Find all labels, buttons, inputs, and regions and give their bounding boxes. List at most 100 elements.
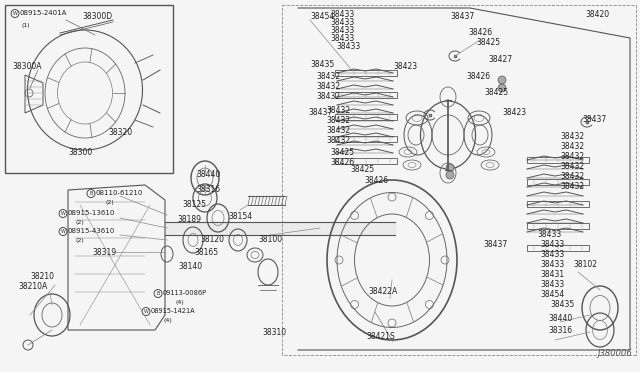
Text: 08915-2401A: 08915-2401A — [20, 10, 67, 16]
Text: 38432: 38432 — [560, 162, 584, 171]
Circle shape — [446, 164, 454, 172]
Text: 08110-61210: 08110-61210 — [96, 190, 143, 196]
Text: 38454: 38454 — [310, 12, 334, 21]
Bar — [527, 157, 589, 163]
Text: B: B — [156, 291, 160, 296]
Text: 38432: 38432 — [326, 106, 350, 115]
Text: 38432: 38432 — [326, 126, 350, 135]
Text: 38210A: 38210A — [18, 282, 47, 291]
Text: 38433: 38433 — [537, 230, 561, 239]
Text: 38426: 38426 — [364, 176, 388, 185]
Bar — [527, 201, 589, 207]
Text: W: W — [143, 309, 148, 314]
Text: 38432: 38432 — [560, 152, 584, 161]
Text: 38454: 38454 — [540, 290, 564, 299]
Text: 38433: 38433 — [540, 280, 564, 289]
Text: 38433: 38433 — [336, 42, 360, 51]
Text: 38125: 38125 — [182, 200, 206, 209]
Text: W: W — [61, 229, 65, 234]
Text: 38140: 38140 — [178, 262, 202, 271]
Bar — [335, 70, 397, 76]
Text: (4): (4) — [175, 300, 184, 305]
Text: 38427: 38427 — [488, 55, 512, 64]
Text: (2): (2) — [75, 238, 84, 243]
Text: 38432: 38432 — [326, 116, 350, 125]
Bar — [335, 92, 397, 98]
Text: 38432: 38432 — [316, 92, 340, 101]
Text: 08915-1421A: 08915-1421A — [151, 308, 196, 314]
Text: 38432: 38432 — [560, 142, 584, 151]
Text: 38433: 38433 — [330, 10, 355, 19]
Bar — [335, 158, 397, 164]
Text: W: W — [61, 211, 65, 216]
Bar — [335, 114, 397, 120]
Text: 38320: 38320 — [108, 128, 132, 137]
Circle shape — [498, 76, 506, 84]
Text: 38433: 38433 — [540, 250, 564, 259]
Text: 38437: 38437 — [450, 12, 474, 21]
Text: 38435: 38435 — [550, 300, 574, 309]
Text: 38316: 38316 — [196, 185, 220, 194]
Circle shape — [446, 171, 454, 179]
Text: 38437: 38437 — [582, 115, 606, 124]
Text: 38432: 38432 — [560, 132, 584, 141]
Text: 38432: 38432 — [326, 136, 350, 145]
Text: 38421S: 38421S — [366, 332, 395, 341]
Text: 38423: 38423 — [502, 108, 526, 117]
Text: 38432: 38432 — [316, 82, 340, 91]
Text: 38425: 38425 — [330, 148, 354, 157]
Text: 38120: 38120 — [200, 235, 224, 244]
Text: 38432: 38432 — [560, 172, 584, 181]
Text: 38431: 38431 — [540, 270, 564, 279]
Text: (2): (2) — [75, 220, 84, 225]
Text: W: W — [13, 11, 17, 16]
Text: 38433: 38433 — [330, 34, 355, 43]
Text: 38300: 38300 — [68, 148, 92, 157]
Text: 38437: 38437 — [483, 240, 508, 249]
Text: 38310: 38310 — [262, 328, 286, 337]
Text: 38426: 38426 — [330, 158, 354, 167]
Bar — [527, 245, 589, 251]
Text: J380006: J380006 — [597, 349, 632, 358]
Text: 38154: 38154 — [228, 212, 252, 221]
Text: 38432: 38432 — [560, 182, 584, 191]
Text: (4): (4) — [163, 318, 172, 323]
Bar — [527, 223, 589, 229]
Text: 38102: 38102 — [573, 260, 597, 269]
Text: 38426: 38426 — [468, 28, 492, 37]
Text: 38422A: 38422A — [368, 287, 397, 296]
Text: 38425: 38425 — [476, 38, 500, 47]
Text: 38100: 38100 — [258, 235, 282, 244]
Text: 38316: 38316 — [548, 326, 572, 335]
Text: 38300A: 38300A — [12, 62, 42, 71]
Text: 38300D: 38300D — [82, 12, 112, 21]
Text: 38433: 38433 — [330, 26, 355, 35]
Text: 38440: 38440 — [548, 314, 572, 323]
Text: 38426: 38426 — [466, 72, 490, 81]
Text: 38435: 38435 — [310, 60, 334, 69]
Text: 09113-0086P: 09113-0086P — [163, 290, 207, 296]
Text: B: B — [90, 191, 93, 196]
Text: (1): (1) — [22, 23, 31, 28]
Text: 38423: 38423 — [393, 62, 417, 71]
Text: 38319: 38319 — [92, 248, 116, 257]
Text: (2): (2) — [105, 200, 114, 205]
Bar — [335, 136, 397, 142]
Text: 38425: 38425 — [350, 165, 374, 174]
Text: 08915-13610: 08915-13610 — [68, 210, 115, 216]
Text: 38433: 38433 — [540, 240, 564, 249]
Text: 38165: 38165 — [194, 248, 218, 257]
Text: 38432: 38432 — [316, 72, 340, 81]
Text: 08915-43610: 08915-43610 — [68, 228, 115, 234]
Bar — [527, 179, 589, 185]
Bar — [5, 5, 173, 173]
Text: 38210: 38210 — [30, 272, 54, 281]
Text: 38433: 38433 — [540, 260, 564, 269]
Text: 38425: 38425 — [484, 88, 508, 97]
Text: 38440: 38440 — [196, 170, 220, 179]
Text: 38420: 38420 — [585, 10, 609, 19]
Text: 38437: 38437 — [308, 108, 332, 117]
Text: 38189: 38189 — [177, 215, 201, 224]
Text: 38433: 38433 — [330, 18, 355, 27]
Circle shape — [498, 84, 506, 92]
